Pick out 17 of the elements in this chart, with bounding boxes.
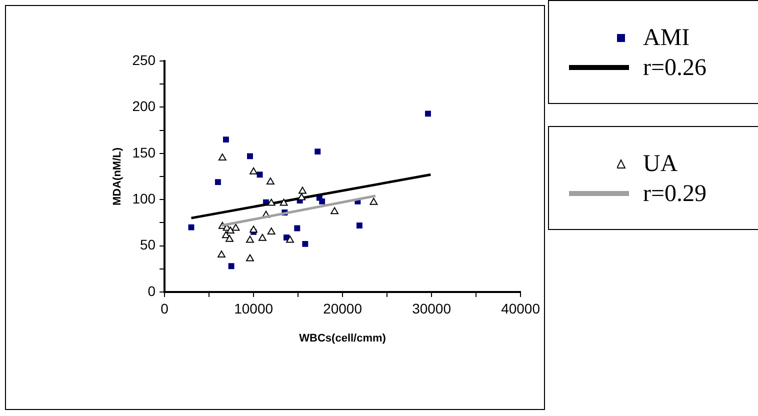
y-tick-label: 100 (132, 190, 156, 206)
y-tick-label: 200 (132, 98, 156, 114)
x-axis-title: WBCs(cell/cmm) (299, 332, 386, 344)
x-tick-label: 30000 (412, 300, 452, 316)
legend-label: AMI (643, 24, 690, 52)
legend-label: r=0.26 (643, 54, 707, 82)
x-tick-label: 0 (160, 300, 169, 316)
x-tick-label: 20000 (323, 300, 362, 316)
y-tick-label: 0 (148, 282, 156, 299)
legend-label: r=0.29 (643, 180, 707, 208)
x-tick-label: 10000 (234, 300, 274, 316)
x-tick-label: 40000 (501, 300, 540, 316)
y-axis-title: MDA(nM/L) (112, 147, 124, 206)
y-tick-label: 250 (132, 52, 156, 68)
y-tick-label: 150 (132, 144, 156, 160)
legend-label: UA (643, 150, 678, 178)
y-tick-label: 50 (140, 236, 156, 253)
